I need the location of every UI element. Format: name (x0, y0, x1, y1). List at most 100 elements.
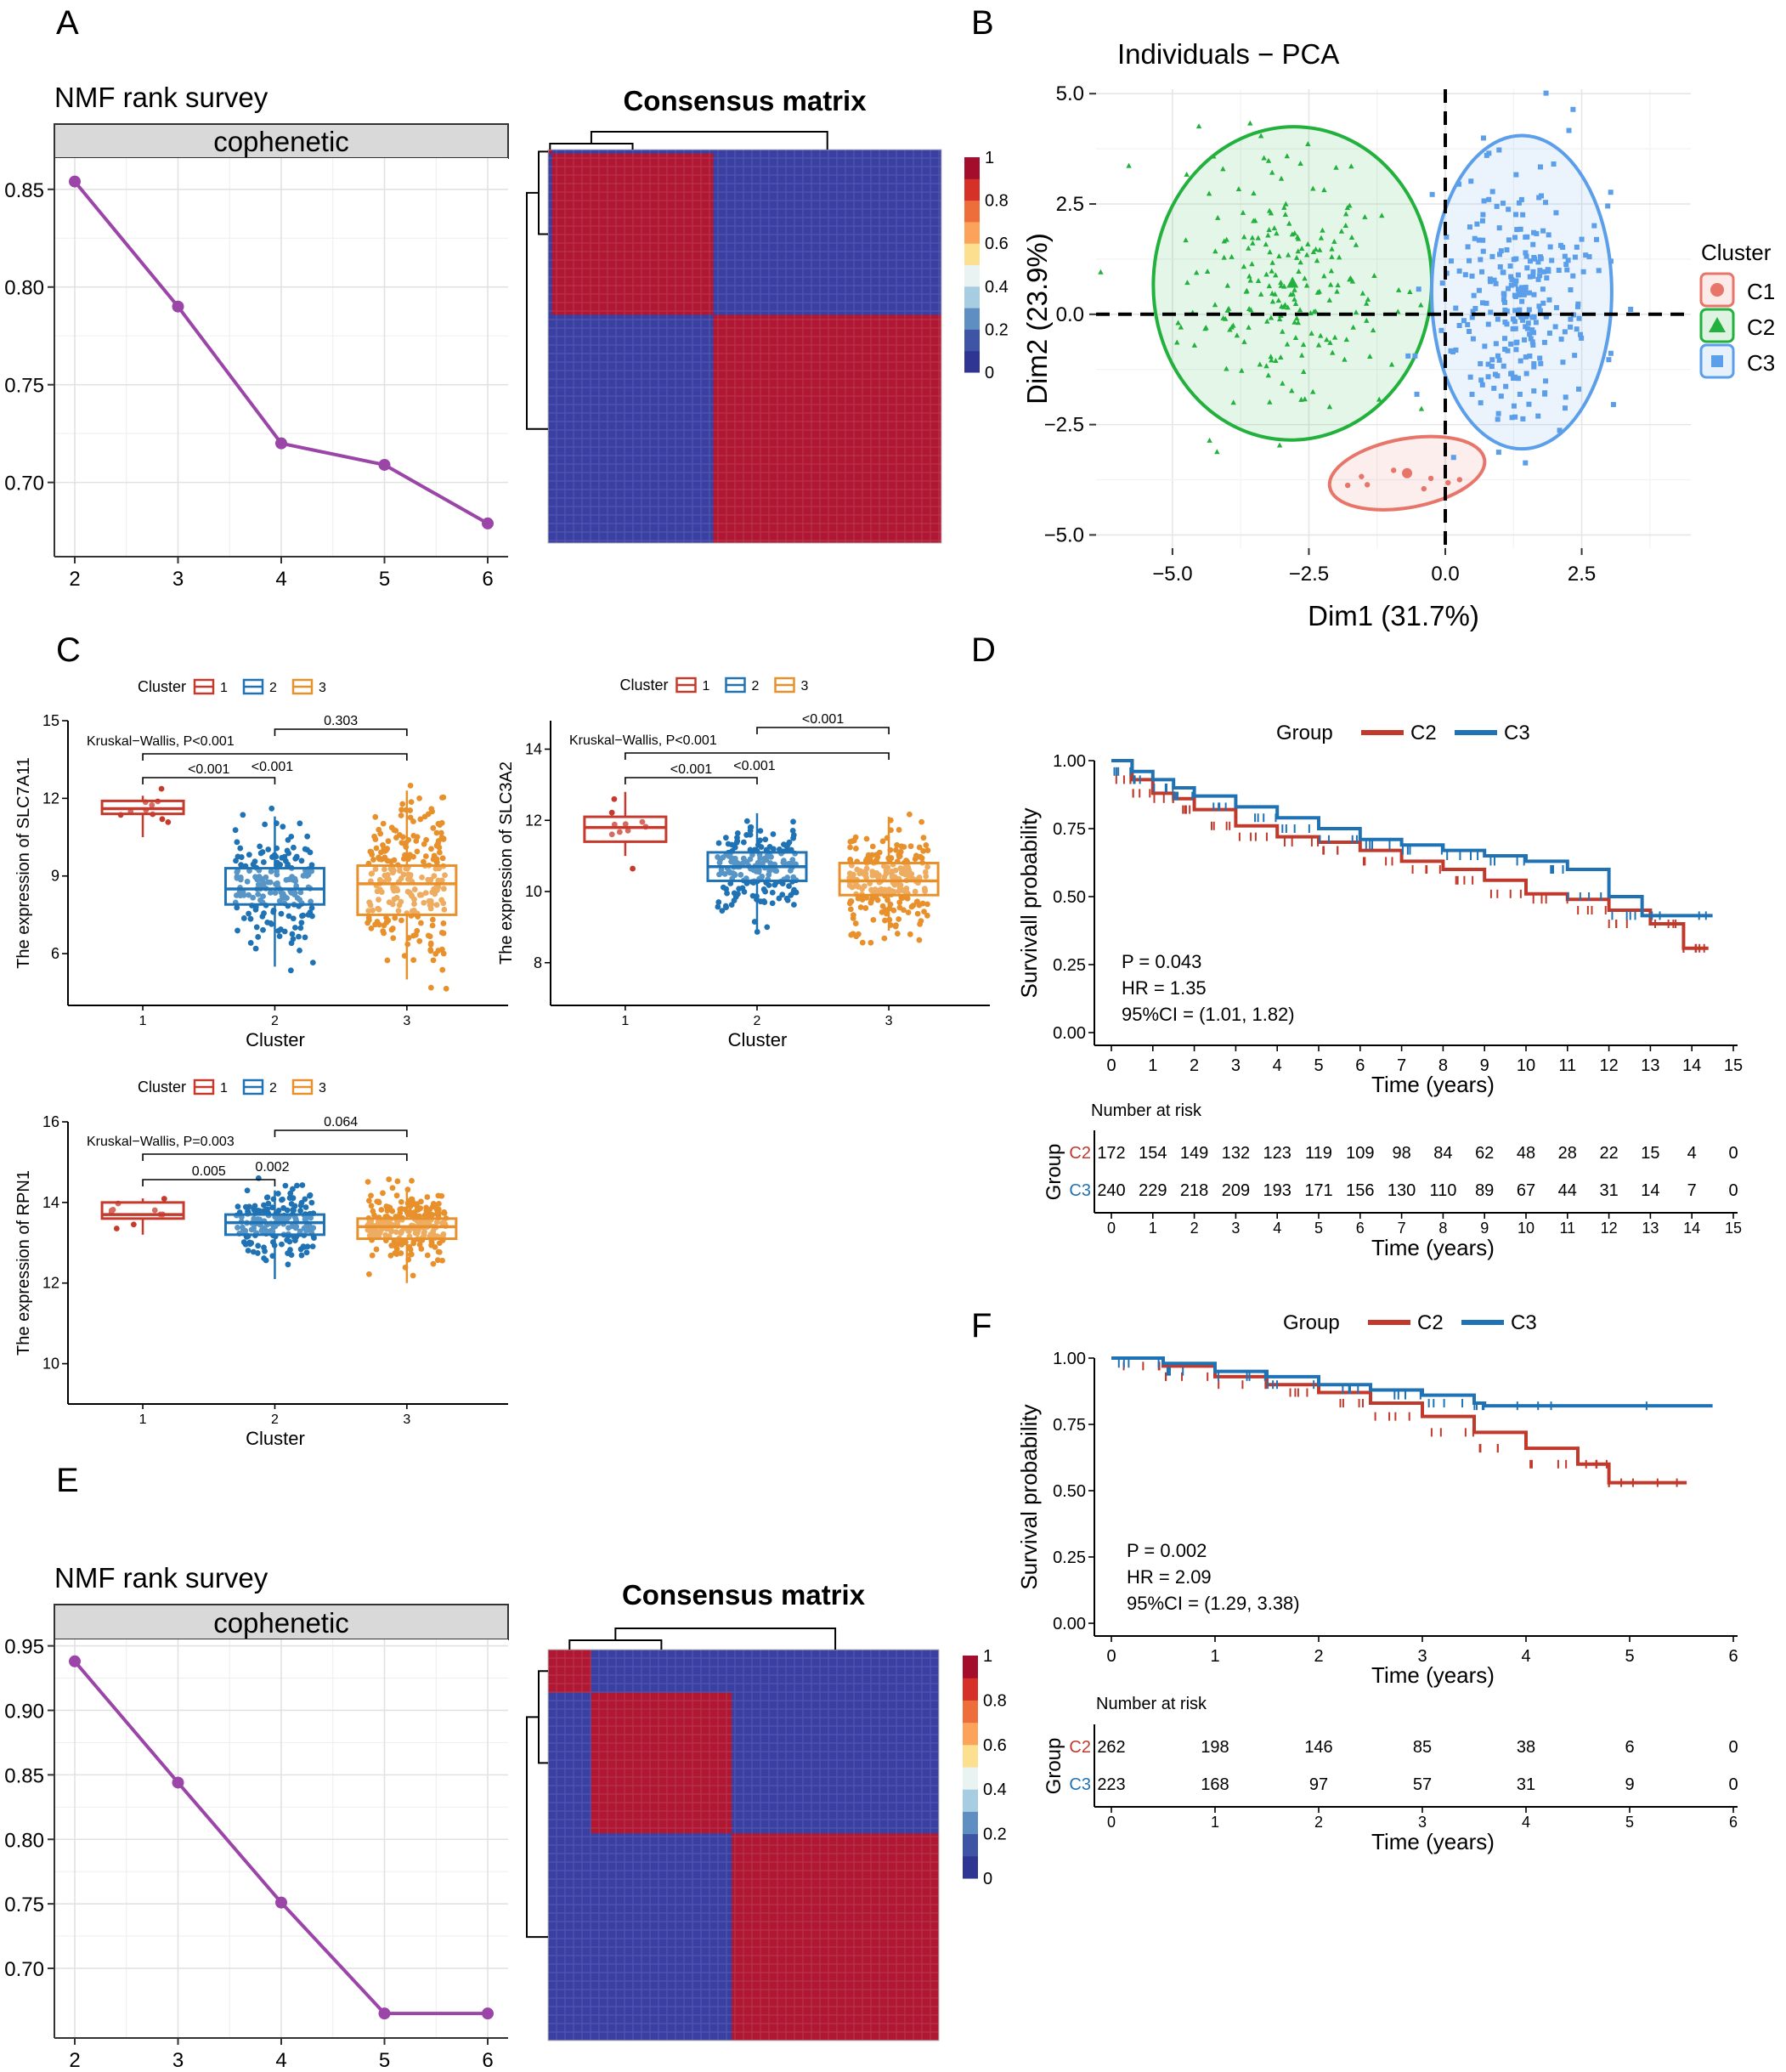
x-tick-label: 12 (1599, 1056, 1618, 1075)
bracket-2-3 (756, 727, 890, 734)
point-c3 (1491, 385, 1497, 391)
legend-color-step (963, 1811, 978, 1835)
jitter-point (423, 1204, 429, 1211)
jitter-point (251, 1225, 257, 1231)
jitter-point (261, 1208, 268, 1214)
point-c3 (1572, 254, 1578, 260)
bracket-pvalue: 0.002 (255, 1160, 289, 1175)
risk-count: 146 (1304, 1738, 1332, 1757)
jitter-point (261, 1255, 268, 1261)
jitter-point (246, 852, 252, 858)
point-c3 (1512, 279, 1518, 285)
jitter-point (921, 886, 928, 892)
jitter-point (622, 821, 629, 828)
jitter-point (438, 795, 445, 801)
strip-background (54, 123, 509, 159)
point-c3 (1526, 401, 1532, 407)
point-c2 (1326, 404, 1333, 410)
jitter-point (252, 945, 259, 952)
jitter-point (234, 839, 240, 846)
jitter-point (630, 865, 636, 872)
legend-tick-label: 0.8 (985, 192, 1009, 211)
jitter-point (896, 904, 903, 911)
jitter-point (861, 883, 868, 890)
jitter-point (757, 828, 764, 835)
jitter-point (882, 917, 888, 924)
jitter-point (405, 1228, 411, 1234)
point-c2 (1258, 133, 1264, 139)
point-c2 (1283, 201, 1289, 207)
jitter-point (738, 871, 744, 878)
point-c1 (1421, 485, 1427, 492)
jitter-point (439, 855, 446, 862)
top-dendrogram (568, 1639, 663, 1650)
point-c1 (1445, 479, 1451, 486)
jitter-point (372, 813, 379, 820)
legend-color-step (964, 200, 980, 223)
jitter-point (279, 1241, 285, 1248)
risk-x-tick-label: 6 (1729, 1814, 1738, 1831)
point-c2 (1269, 357, 1275, 363)
point-c3 (1556, 267, 1562, 273)
risk-count: 229 (1139, 1181, 1167, 1200)
bracket-pvalue: <0.001 (802, 712, 844, 727)
point-c3 (1485, 321, 1491, 327)
point-c3 (1498, 393, 1504, 399)
point-c3 (1574, 244, 1580, 250)
legend-title: Group (1276, 722, 1333, 744)
point-c3 (1537, 308, 1543, 314)
jitter-point (421, 841, 427, 847)
jitter-point (923, 842, 930, 848)
jitter-point (906, 811, 913, 818)
jitter-point (299, 1182, 306, 1188)
jitter-point (422, 890, 429, 897)
y-axis-title: Dim2 (23.9%) (1021, 233, 1053, 405)
jitter-point (438, 829, 444, 836)
point-c3 (1523, 253, 1529, 259)
heatmap-texture (548, 150, 941, 543)
x-tick-label: 13 (1641, 1056, 1659, 1075)
point-c3 (1543, 378, 1549, 384)
jitter-point (408, 1251, 415, 1258)
point-c3 (1479, 382, 1485, 388)
x-tick-label: 3 (403, 1014, 410, 1028)
point-c2 (1271, 224, 1278, 230)
y-tick-label: 10 (525, 883, 542, 900)
point-c2 (1225, 305, 1232, 311)
jitter-point (730, 870, 737, 876)
point-c3 (1578, 331, 1584, 337)
point-c2 (1347, 202, 1353, 208)
jitter-point (416, 795, 423, 801)
point-c2 (1174, 339, 1180, 345)
box-cluster-1 (583, 815, 668, 843)
x-tick-label: 0.0 (1431, 563, 1459, 586)
jitter-point (608, 831, 615, 838)
jitter-point (272, 890, 279, 896)
jitter-point (780, 859, 787, 866)
point-c3 (1544, 275, 1550, 281)
risk-x-tick-label: 5 (1625, 1814, 1634, 1831)
point-c2 (1331, 334, 1338, 340)
jitter-point (308, 904, 315, 911)
jitter-point (416, 1242, 423, 1248)
point-c2 (1281, 204, 1287, 210)
jitter-point (908, 903, 915, 910)
point-c3 (1462, 272, 1468, 278)
point-c3 (1478, 360, 1484, 366)
x-tick-label: −2.5 (1289, 563, 1329, 586)
point-c3 (1608, 190, 1614, 195)
point-c3 (1546, 267, 1551, 273)
jitter-point (365, 1271, 372, 1277)
risk-count: 57 (1413, 1775, 1432, 1794)
point-c2 (1246, 324, 1252, 330)
point-c2 (1313, 246, 1319, 252)
jitter-point (870, 870, 876, 877)
y-tick-label: 9 (51, 868, 59, 885)
jitter-point (285, 1261, 291, 1268)
top-dendrogram (549, 143, 634, 150)
point-c3 (1553, 304, 1559, 310)
jitter-point (912, 856, 918, 863)
point-c3 (1478, 257, 1484, 263)
point-c3 (1608, 258, 1614, 264)
